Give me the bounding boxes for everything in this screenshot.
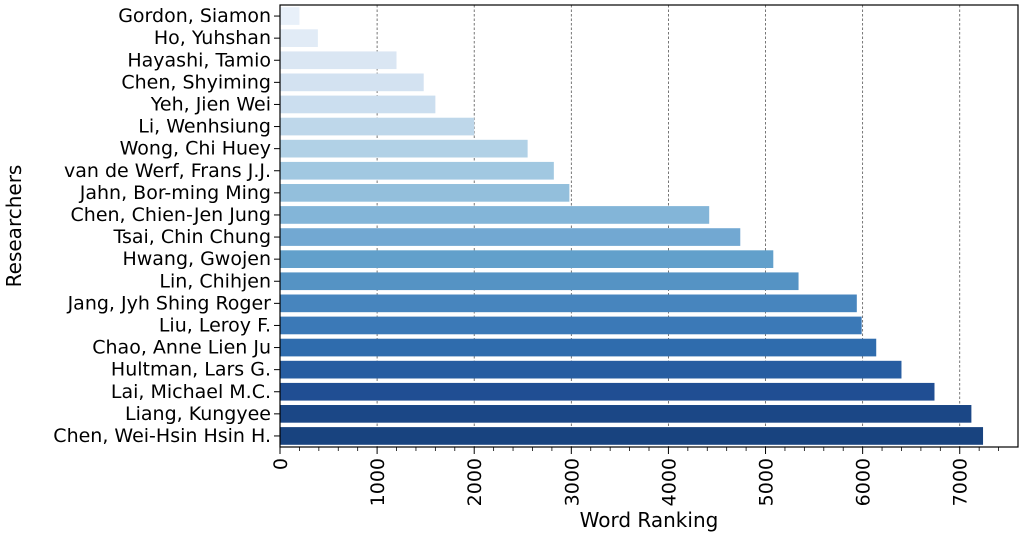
y-tick-label: Ho, Yuhshan	[154, 27, 271, 49]
bar	[280, 294, 857, 313]
y-tick-label: Jang, Jyh Shing Roger	[67, 292, 272, 314]
bar	[280, 338, 877, 357]
bar	[280, 382, 935, 401]
bar	[280, 95, 436, 114]
bar	[280, 139, 528, 158]
bar	[280, 51, 397, 70]
x-tick-label: 6000	[853, 458, 875, 506]
x-tick-label: 0	[270, 458, 292, 470]
y-tick-label: Chen, Wei-Hsin Hsin H.	[53, 425, 271, 447]
y-tick-label: Lai, Michael M.C.	[111, 381, 271, 403]
y-tick-label: Hultman, Lars G.	[111, 359, 271, 381]
x-tick-label: 1000	[367, 458, 389, 506]
bar	[280, 29, 318, 47]
y-tick-label: Yeh, Jien Wei	[150, 93, 271, 115]
y-tick-label: Jahn, Bor-ming Ming	[79, 182, 271, 204]
y-tick-label: Lin, Chihjen	[159, 270, 271, 292]
grid-lines	[376, 5, 961, 447]
y-tick-label: Wong, Chi Huey	[120, 138, 271, 160]
x-axis-title: Word Ranking	[580, 508, 719, 532]
bar	[280, 360, 902, 379]
bar	[280, 161, 554, 180]
bar	[280, 206, 710, 224]
y-tick-label: Liang, Kungyee	[125, 403, 271, 425]
plot-frame	[279, 4, 1019, 448]
y-tick-label: Chen, Shyiming	[121, 71, 271, 93]
bar	[280, 184, 570, 202]
x-tick-labels: 0 1000 2000 3000 4000 5000 6000 7000	[270, 447, 999, 506]
y-tick-label: Hwang, Gwojen	[122, 248, 271, 270]
bar	[280, 272, 799, 291]
x-tick-label: 5000	[756, 458, 778, 506]
bars	[280, 7, 984, 445]
y-axis-title: Researchers	[2, 165, 26, 288]
y-tick-label: Tsai, Chin Chung	[113, 226, 271, 248]
y-tick-label: Gordon, Siamon	[118, 5, 271, 27]
bar	[280, 427, 984, 445]
bar	[280, 228, 741, 246]
bar	[280, 316, 862, 335]
bar	[280, 405, 972, 423]
x-tick-label: 4000	[658, 458, 680, 506]
y-tick-label: Chen, Chien-Jen Jung	[71, 204, 271, 226]
y-tick-label: Chao, Anne Lien Ju	[92, 337, 271, 359]
x-tick-label: 2000	[464, 458, 486, 506]
bar	[280, 117, 475, 136]
y-tick-label: Hayashi, Tamio	[127, 49, 271, 71]
bar	[280, 73, 424, 92]
bar	[280, 7, 300, 25]
y-tick-label: Liu, Leroy F.	[159, 314, 271, 336]
bar	[280, 250, 774, 268]
y-tick-label: van de Werf, Frans J.J.	[64, 160, 271, 182]
x-tick-label: 7000	[950, 458, 972, 506]
y-tick-label: Li, Wenhsiung	[138, 116, 271, 138]
x-tick-label: 3000	[561, 458, 583, 506]
